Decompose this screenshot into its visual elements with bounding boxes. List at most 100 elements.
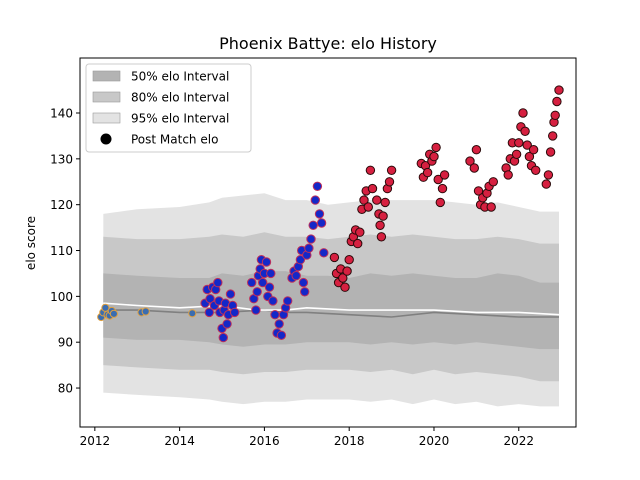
- legend-label: 50% elo Interval: [131, 70, 229, 84]
- data-point: [465, 156, 475, 166]
- data-point: [363, 202, 373, 212]
- x-tick-label: 2022: [503, 434, 534, 448]
- data-point: [353, 238, 363, 249]
- plot-area: [97, 85, 564, 407]
- data-point: [473, 186, 484, 196]
- data-point: [522, 140, 532, 150]
- data-point: [306, 234, 316, 244]
- data-point: [520, 126, 530, 137]
- data-point: [251, 305, 261, 315]
- data-point: [518, 108, 528, 118]
- data-point: [308, 220, 318, 231]
- data-point: [433, 174, 443, 185]
- data-point: [372, 195, 382, 205]
- y-tick-label: 110: [50, 244, 73, 258]
- data-point: [503, 170, 513, 180]
- legend-marker: [100, 133, 112, 145]
- data-point: [376, 232, 387, 242]
- data-point: [300, 287, 310, 297]
- data-point: [365, 165, 376, 176]
- data-point: [545, 147, 556, 157]
- trend-lines: [103, 302, 560, 318]
- data-point: [422, 167, 433, 178]
- data-point: [548, 131, 558, 141]
- legend-label: Post Match elo: [131, 133, 218, 147]
- data-point: [355, 227, 365, 237]
- legend-swatch: [92, 70, 121, 82]
- chart-legend: 50% elo Interval 80% elo Interval 95% elo …: [85, 63, 252, 153]
- x-tick-label: 2016: [249, 434, 280, 448]
- data-point: [230, 307, 240, 318]
- y-tick-label: 90: [58, 336, 73, 350]
- data-point: [554, 85, 564, 95]
- data-point: [435, 197, 445, 208]
- data-point: [304, 243, 314, 253]
- data-point: [295, 255, 306, 265]
- chart-title: Phoenix Battye: elo History: [219, 34, 437, 53]
- data-point: [437, 183, 448, 194]
- x-tick-label: 2014: [164, 434, 195, 448]
- y-tick-label: 120: [50, 198, 73, 212]
- data-point: [270, 310, 280, 320]
- x-tick-label: 2020: [419, 434, 450, 448]
- data-point: [552, 96, 562, 107]
- legend-swatch: [92, 112, 121, 124]
- interval-bands: [103, 193, 560, 407]
- data-point: [344, 255, 354, 265]
- data-point: [258, 277, 268, 288]
- mean-line: [103, 302, 560, 316]
- data-point: [380, 197, 390, 208]
- data-point: [247, 277, 257, 288]
- x-axis-ticks: 2012 2014 2016 2018 2020 2022: [80, 427, 534, 448]
- data-point: [312, 181, 323, 192]
- data-point: [550, 110, 560, 121]
- legend-swatch: [92, 91, 121, 103]
- data-point: [276, 330, 287, 340]
- data-point: [316, 218, 327, 228]
- data-point: [205, 294, 215, 304]
- data-point: [511, 149, 522, 160]
- data-point: [291, 271, 301, 281]
- data-point: [384, 177, 395, 187]
- data-point: [274, 319, 284, 329]
- data-point: [141, 307, 150, 316]
- data-point: [225, 289, 236, 299]
- data-point: [109, 309, 119, 318]
- x-tick-label: 2018: [334, 434, 365, 448]
- data-point: [488, 177, 498, 187]
- data-point: [261, 257, 272, 267]
- data-point: [342, 266, 352, 276]
- x-tick-label: 2012: [80, 434, 111, 448]
- data-point: [367, 183, 378, 194]
- band-50: [103, 271, 560, 350]
- data-point: [329, 252, 340, 263]
- data-point: [378, 211, 388, 221]
- data-point: [486, 202, 496, 212]
- data-point: [222, 319, 232, 329]
- data-point: [340, 282, 350, 292]
- data-point: [375, 220, 385, 231]
- median-line: [103, 309, 559, 318]
- data-point: [431, 142, 441, 153]
- data-point: [283, 296, 293, 306]
- data-point: [264, 282, 275, 292]
- plot-frame: [79, 57, 577, 428]
- legend-label: 95% elo Interval: [131, 112, 229, 126]
- data-point: [528, 145, 539, 155]
- data-point: [188, 309, 197, 318]
- data-point: [213, 277, 223, 288]
- data-point: [471, 145, 482, 155]
- data-point: [252, 287, 262, 297]
- data-point: [439, 170, 450, 180]
- data-point: [543, 170, 554, 180]
- data-point: [429, 151, 439, 162]
- data-point: [386, 165, 397, 176]
- y-axis-ticks: 80 90 100 110 120 130 140: [50, 107, 80, 396]
- data-point: [319, 248, 329, 258]
- match-points: [97, 85, 564, 343]
- data-point: [524, 151, 535, 162]
- data-point: [268, 296, 278, 306]
- data-point: [359, 195, 369, 205]
- legend-box: [85, 63, 252, 153]
- data-point: [531, 165, 541, 176]
